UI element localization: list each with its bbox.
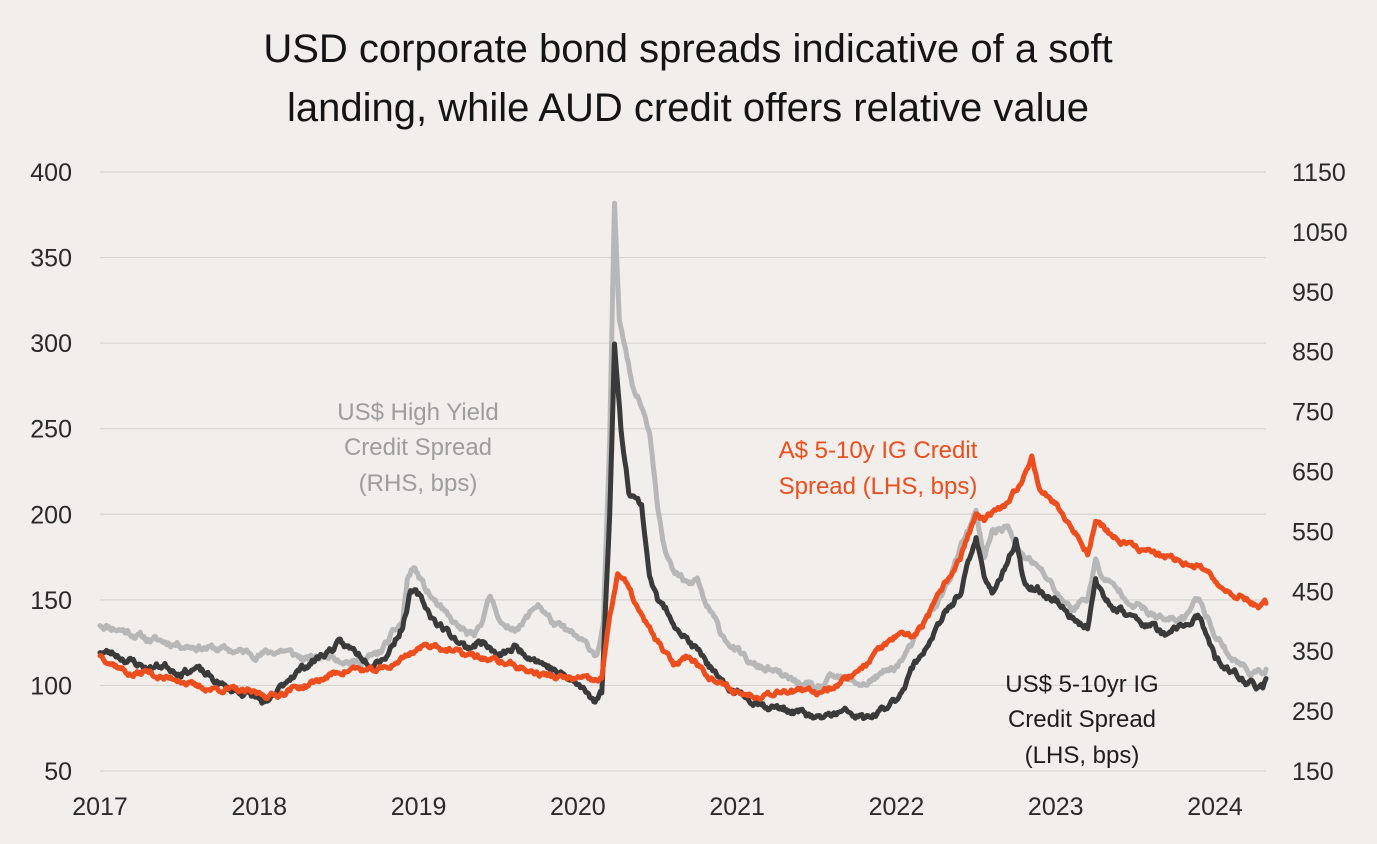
x-tick-label: 2023	[1028, 793, 1084, 821]
annotation-us-ig: US$ 5-10yr IG Credit Spread (LHS, bps)	[1005, 671, 1158, 769]
right-tick-label: 650	[1292, 459, 1334, 487]
right-tick-label: 1150	[1292, 159, 1346, 187]
series-line-us-5-10yr-ig-credit-spread	[97, 341, 1269, 721]
x-tick-label: 2020	[550, 793, 606, 821]
series-line-a-5-10y-ig-credit-spread	[97, 453, 1269, 702]
right-tick-label: 750	[1292, 399, 1334, 427]
right-tick-label: 550	[1292, 518, 1334, 546]
annotation-ig-line-1: US$ 5-10yr IG	[1005, 671, 1158, 698]
left-tick-label: 200	[30, 501, 72, 529]
right-tick-label: 1050	[1292, 219, 1348, 247]
annotation-aud-line-2: Spread (LHS, bps)	[779, 473, 978, 500]
x-tick-label: 2024	[1187, 793, 1243, 821]
series-line-us-high-yield-credit-spread	[97, 200, 1269, 692]
right-tick-label: 150	[1292, 758, 1334, 786]
annotation-hy-line-3: (RHS, bps)	[359, 470, 478, 497]
annotation-ig-line-2: Credit Spread	[1008, 706, 1156, 733]
left-y-axis: 400 350 300 250 200 150 100 50	[30, 159, 72, 786]
right-tick-label: 450	[1292, 578, 1334, 606]
annotation-aud-line-1: A$ 5-10y IG Credit	[779, 437, 978, 464]
left-tick-label: 50	[44, 758, 72, 786]
x-tick-label: 2019	[391, 793, 447, 821]
x-tick-label: 2018	[231, 793, 287, 821]
left-tick-label: 100	[30, 672, 72, 700]
right-tick-label: 250	[1292, 698, 1334, 726]
right-tick-label: 850	[1292, 339, 1334, 367]
right-y-axis: 1150 1050 950 850 750 650 550 450 350 250 150	[1292, 159, 1348, 786]
gridlines	[100, 171, 1266, 772]
annotation-hy-line-1: US$ High Yield	[337, 399, 498, 426]
left-tick-label: 400	[30, 159, 72, 187]
chart-title-line-2: landing, while AUD credit offers relativ…	[287, 86, 1089, 130]
left-tick-label: 300	[30, 330, 72, 358]
left-tick-label: 350	[30, 245, 72, 273]
annotation-aud-ig: A$ 5-10y IG Credit Spread (LHS, bps)	[779, 437, 978, 500]
left-tick-label: 250	[30, 416, 72, 444]
x-tick-label: 2021	[709, 793, 765, 821]
series-lines	[97, 200, 1269, 721]
left-tick-label: 150	[30, 587, 72, 615]
annotation-hy-line-2: Credit Spread	[344, 434, 492, 461]
right-tick-label: 950	[1292, 279, 1334, 307]
annotation-ig-line-3: (LHS, bps)	[1025, 742, 1140, 769]
x-axis: 2017 2018 2019 2020 2021 2022 2023 2024	[72, 793, 1243, 821]
right-tick-label: 350	[1292, 638, 1334, 666]
x-tick-label: 2017	[72, 793, 128, 821]
annotation-high-yield: US$ High Yield Credit Spread (RHS, bps)	[337, 399, 498, 497]
x-tick-label: 2022	[869, 793, 925, 821]
chart-title-line-1: USD corporate bond spreads indicative of…	[263, 27, 1112, 71]
